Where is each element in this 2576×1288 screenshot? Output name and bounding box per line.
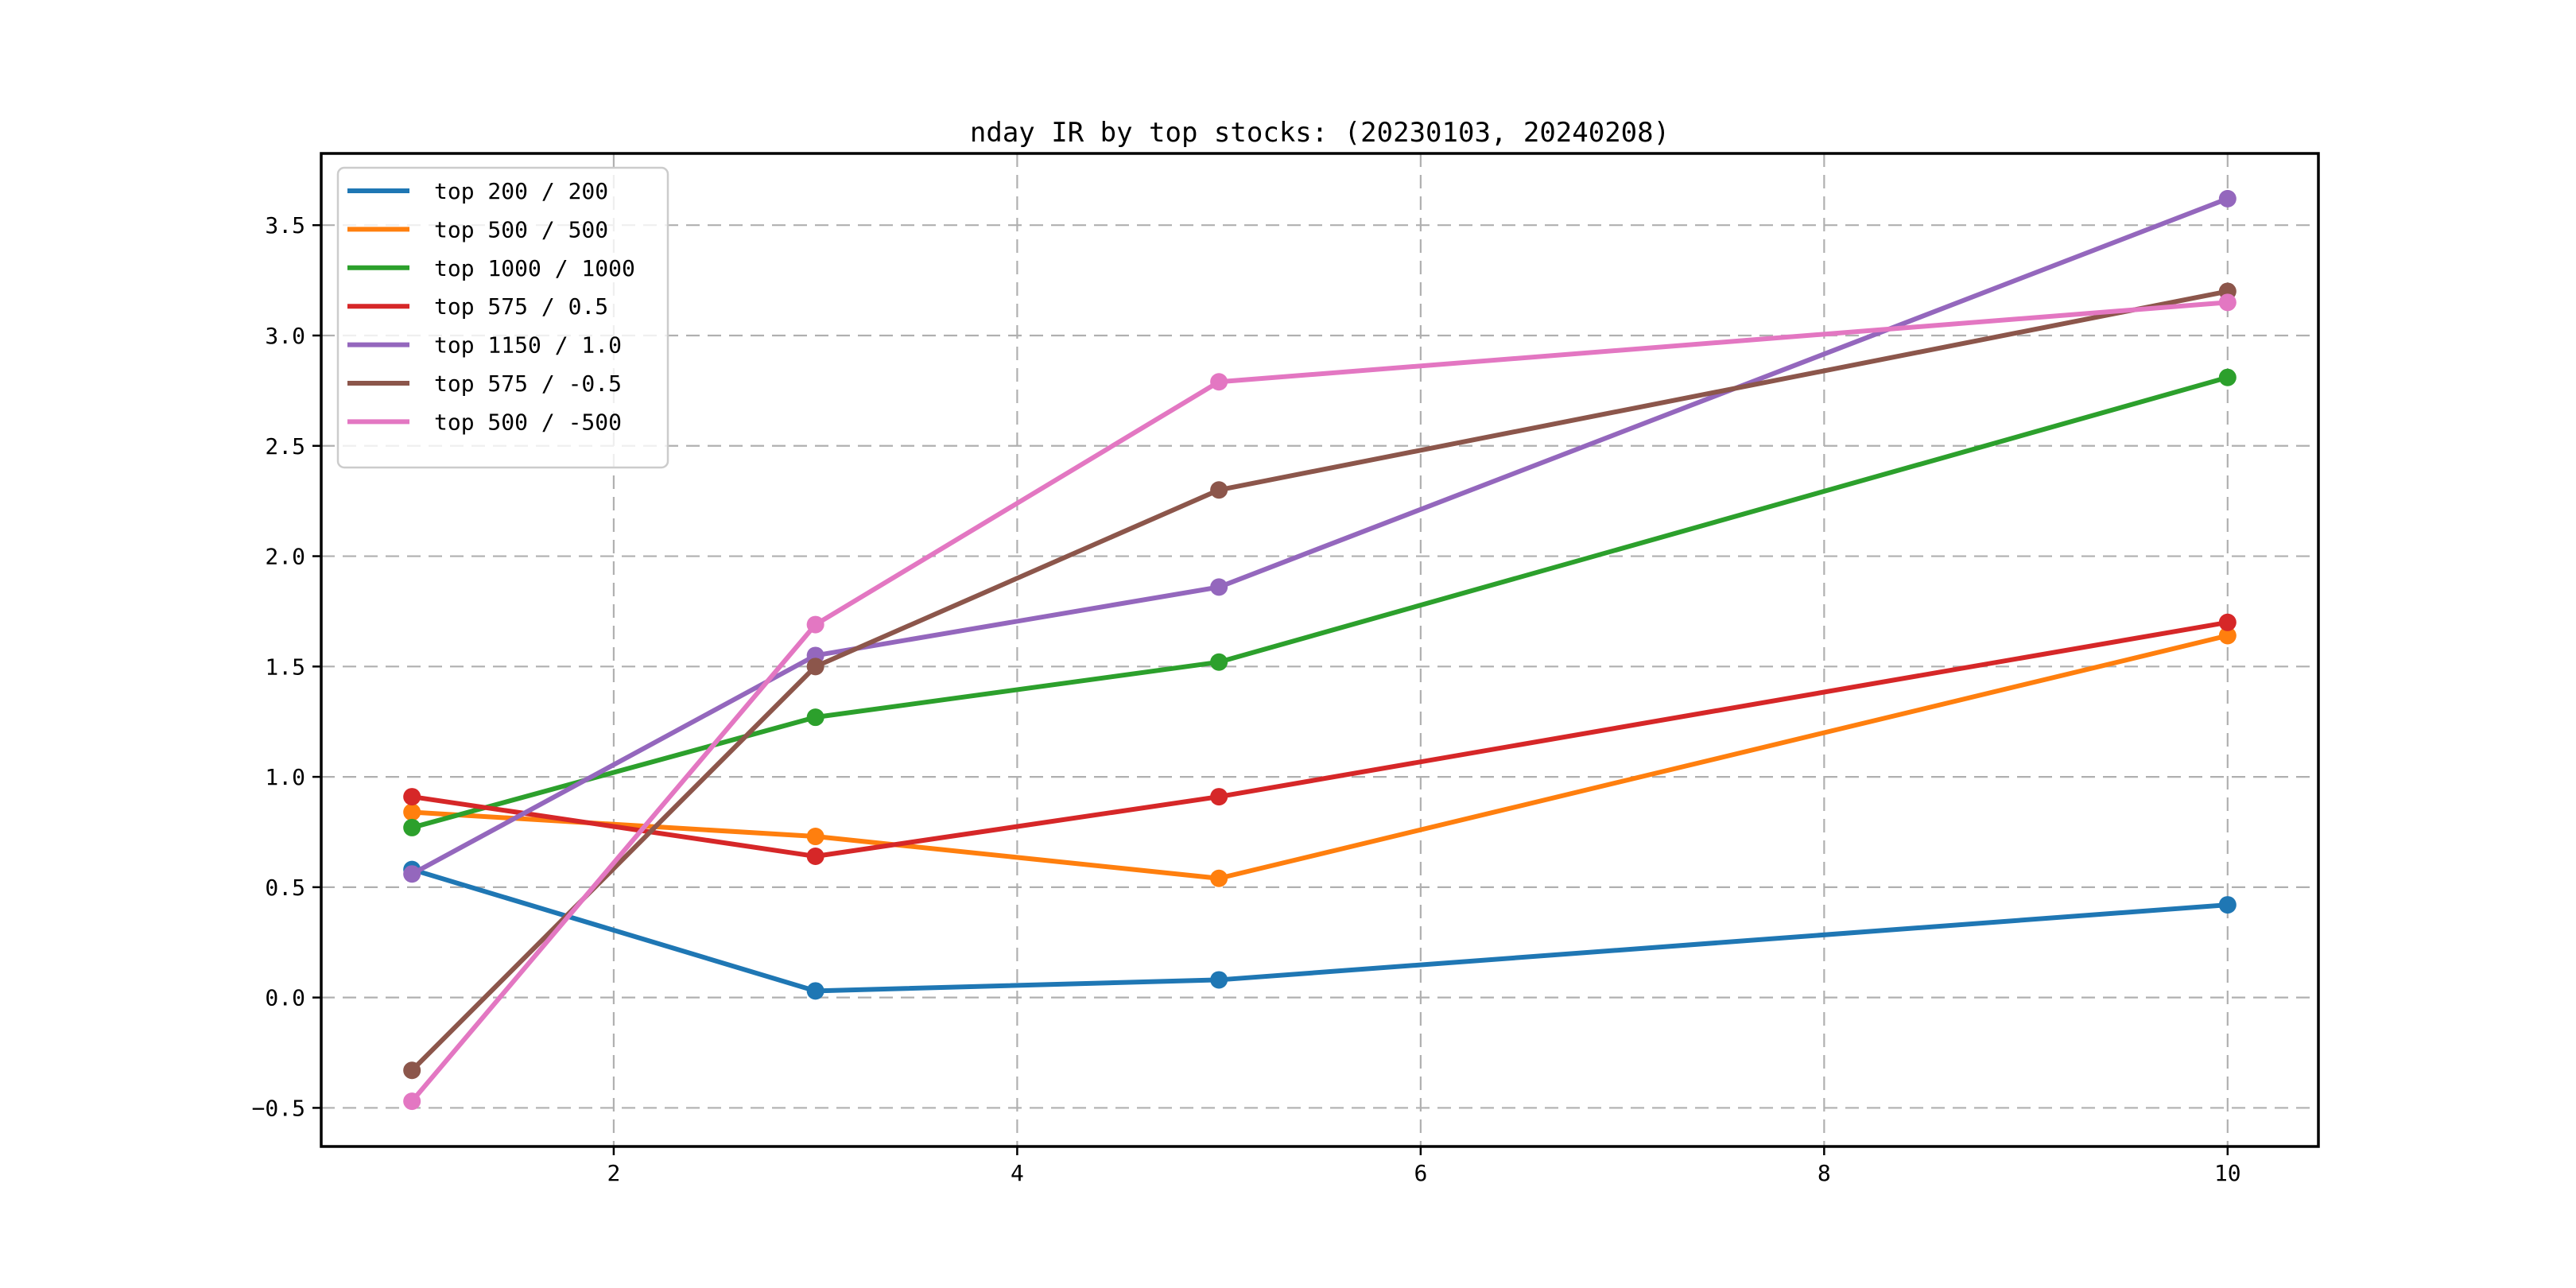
data-point-marker [403,1061,421,1080]
legend-item-label: top 1000 / 1000 [434,255,635,281]
data-point-marker [806,982,824,1000]
y-tick-label: 0.5 [265,875,305,901]
x-tick-label: 8 [1818,1160,1831,1186]
data-point-marker [806,708,824,727]
legend-item-label: top 200 / 200 [434,178,608,204]
data-point-marker [806,828,824,846]
plot-border [320,152,2320,1148]
legend-item-label: top 500 / -500 [434,409,622,435]
y-tick-label: 1.0 [265,764,305,790]
data-point-marker [2218,896,2237,914]
data-point-marker [403,1092,421,1111]
x-tick-label: 4 [1011,1160,1024,1186]
series-top-1000-1000 [403,368,2237,836]
data-point-marker [1210,481,1228,499]
legend-item: top 1000 / 1000 [347,255,635,281]
legend-item-label: top 575 / 0.5 [434,293,608,320]
data-point-marker [2218,368,2237,386]
y-tick-label: 2.5 [265,433,305,460]
data-point-marker [1210,373,1228,391]
series-line [412,633,2229,881]
data-point-marker [2218,627,2237,645]
series-top-200-200 [403,860,2237,1000]
legend-item: top 200 / 200 [347,178,608,204]
data-point-marker [403,803,421,821]
y-tick-label: 1.5 [265,654,305,680]
y-tick-label: 2.0 [265,544,305,570]
series-line [411,867,2229,994]
series-line [410,289,2229,1073]
x-axis-ticks: 2 4 6 8 10 [607,1146,2241,1186]
data-point-marker [2218,613,2237,631]
x-tick-label: 6 [1414,1160,1427,1186]
data-point-marker [1210,788,1228,806]
x-tick-label: 2 [607,1160,620,1186]
data-point-marker [1210,971,1228,989]
legend-item: top 575 / 0.5 [347,293,608,320]
series-top-500-500 [403,293,2237,1111]
series-line [409,300,2229,1104]
legend-item-label: top 1150 / 1.0 [434,332,622,359]
data-point-marker [2218,189,2237,208]
data-point-marker [403,788,421,806]
data-point-marker [1210,653,1228,671]
y-tick-label: −0.5 [252,1095,305,1121]
series-top-575-0-5 [403,282,2237,1080]
legend-box [336,166,669,469]
legend-item: top 500 / 500 [347,216,608,242]
legend-item: top 1150 / 1.0 [347,332,622,359]
y-tick-label: 3.5 [265,212,305,239]
x-tick-label: 10 [2214,1160,2241,1186]
data-point-marker [1210,578,1228,596]
data-point-marker [2218,293,2237,312]
data-point-marker [806,848,824,866]
legend-item: top 575 / -0.5 [347,370,622,397]
y-axis-ticks: −0.5 0.0 0.5 1.0 1.5 2.0 2.5 3.0 3.5 [252,212,321,1121]
data-point-marker [806,658,824,676]
data-point-marker [1210,869,1228,887]
data-point-marker [806,615,824,634]
legend-item: top 500 / -500 [347,409,622,435]
legend-item-label: top 500 / 500 [434,216,608,242]
series-line [411,374,2229,830]
series-top-575-0-5 [403,613,2237,866]
data-point-marker [403,865,421,883]
series-lines [403,189,2237,1111]
y-tick-label: 3.0 [265,323,305,349]
y-tick-label: 0.0 [265,985,305,1011]
chart-title: nday IR by top stocks: (20230103, 202402… [970,117,1670,149]
data-point-marker [403,818,421,836]
series-line [411,619,2229,859]
axes-spines [320,152,2320,1148]
legend-item-label: top 575 / -0.5 [434,370,622,397]
series-line [410,196,2229,876]
legend: top 200 / 200 top 500 / 500 top 1000 / 100… [336,166,669,469]
